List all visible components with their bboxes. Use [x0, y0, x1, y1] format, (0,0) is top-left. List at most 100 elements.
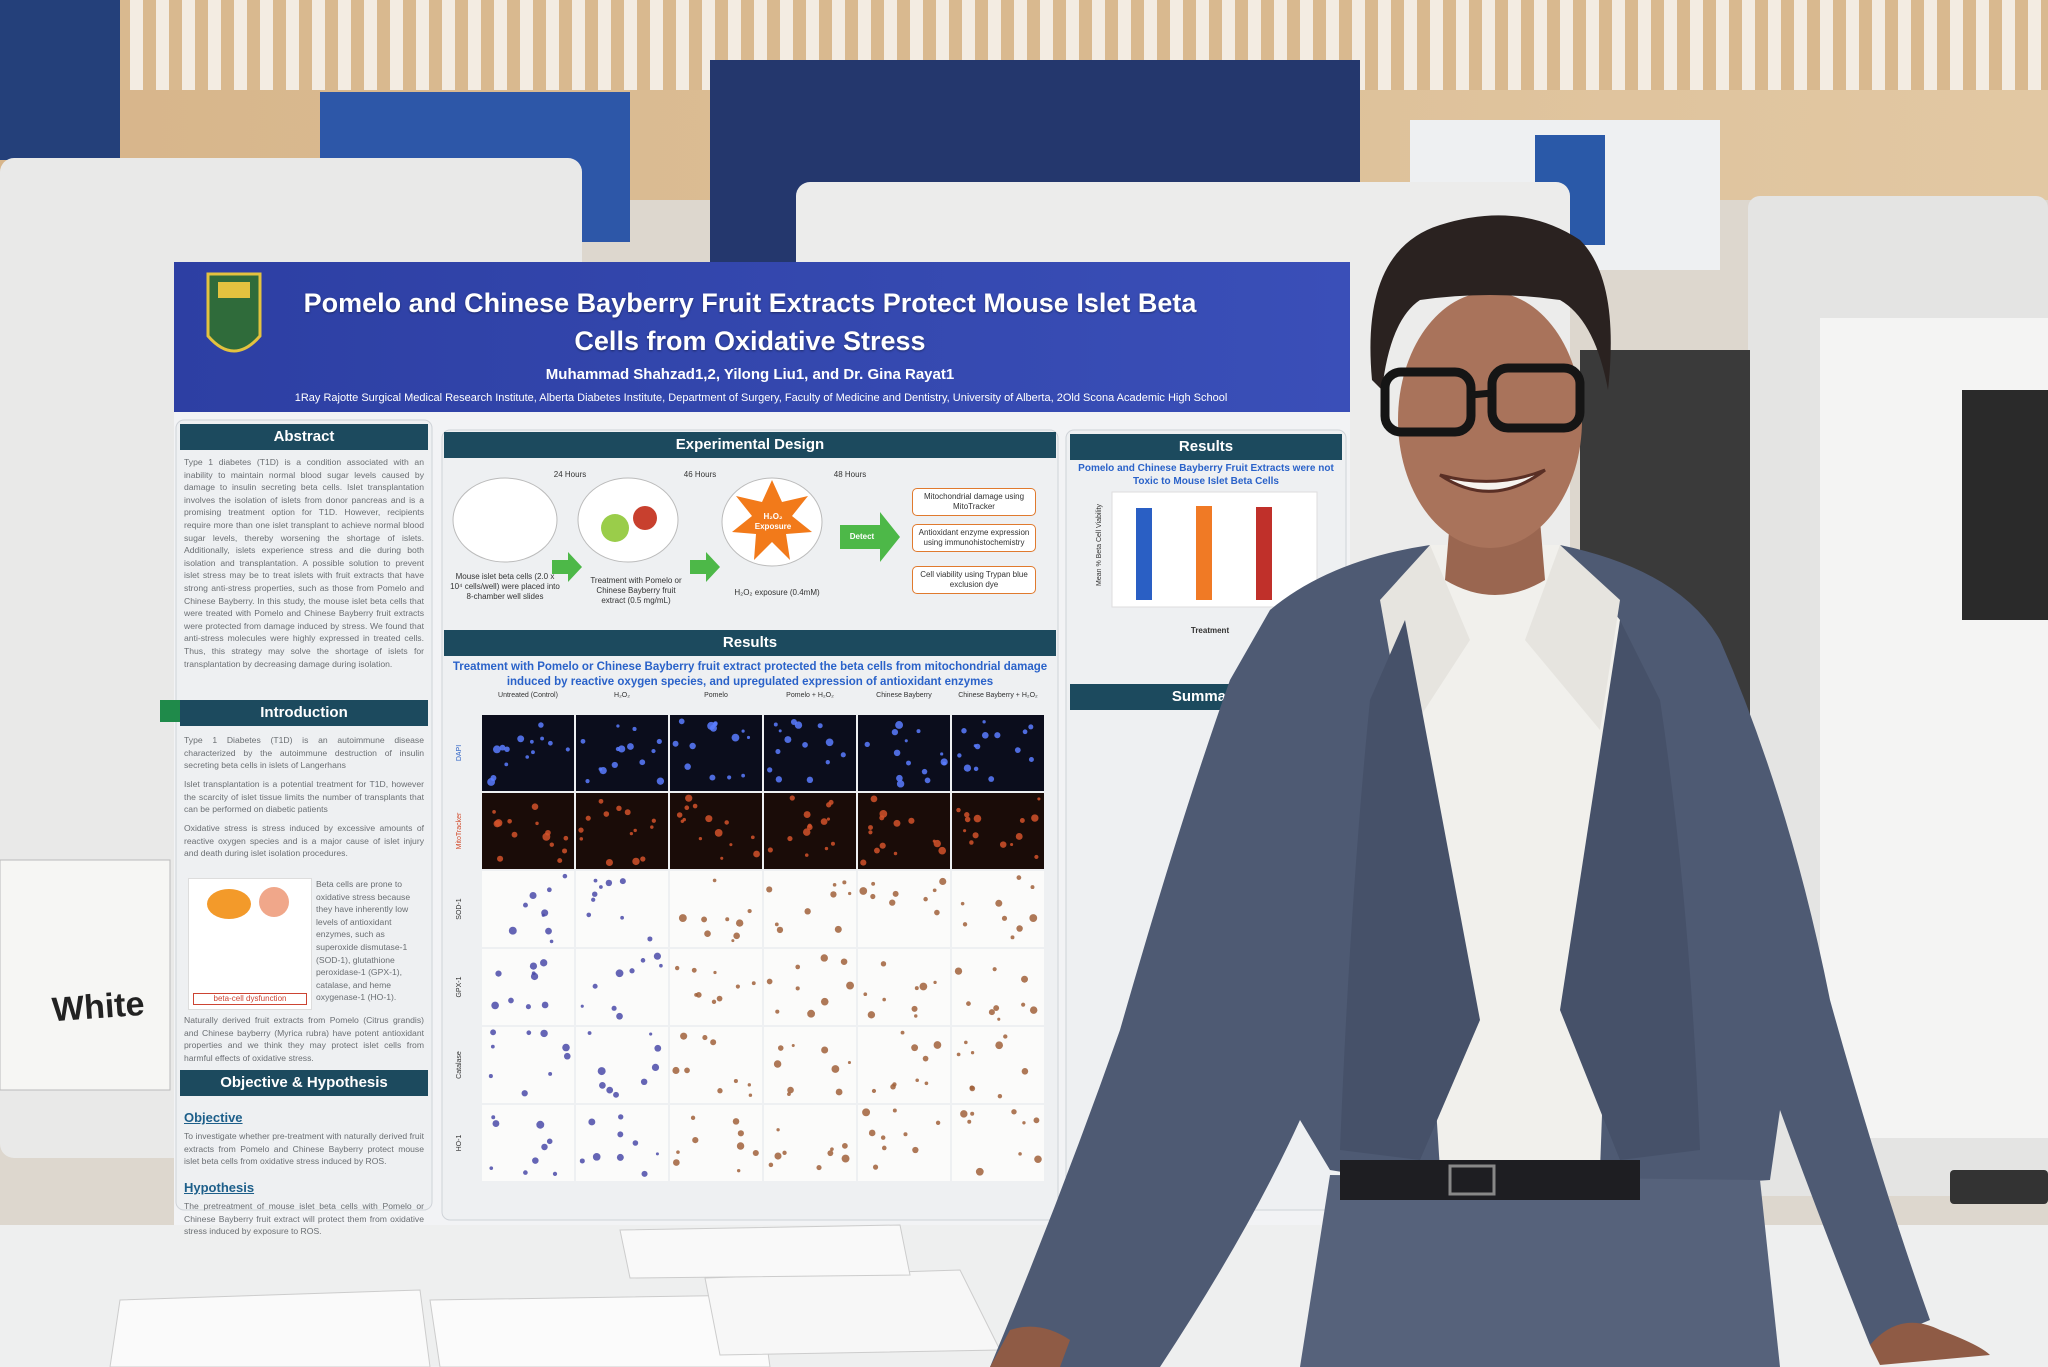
cell-stain: [546, 887, 552, 893]
cell-stain: [529, 891, 537, 900]
cell-stain: [611, 1005, 617, 1011]
cell-stain: [493, 745, 501, 754]
cell-stain: [672, 1066, 680, 1074]
cell-stain: [563, 835, 569, 841]
micrograph: [764, 1105, 856, 1181]
micrograph: [482, 871, 574, 947]
cell-stain: [972, 832, 979, 839]
micrograph: [952, 1027, 1044, 1103]
cell-stain: [804, 908, 811, 915]
cell-stain: [969, 1085, 976, 1092]
poster-title: Pomelo and Chinese Bayberry Fruit Extrac…: [303, 288, 1197, 356]
cell-stain: [1028, 757, 1034, 763]
cell-stain: [847, 1060, 851, 1065]
cell-stain: [659, 963, 663, 968]
cell-stain: [825, 738, 834, 747]
lapel: [1560, 620, 1700, 1160]
cell-stain: [773, 1060, 782, 1068]
cell-stain: [803, 811, 811, 819]
blue-curtain: [0, 0, 120, 160]
chart-title: Pomelo and Chinese Bayberry Fruit Extrac…: [1078, 463, 1334, 487]
cell-stain: [921, 768, 928, 775]
cell-stain: [562, 873, 568, 879]
cell-stain: [632, 1140, 639, 1146]
poster-column: [175, 419, 433, 1211]
cell-stain: [893, 851, 898, 856]
cell-stain: [552, 1171, 558, 1177]
cell-stain: [1029, 914, 1038, 922]
cell-stain: [830, 891, 837, 898]
cell-stain: [678, 718, 685, 725]
cell-stain: [911, 1044, 919, 1052]
cell-stain: [694, 993, 698, 997]
cell-stain: [1034, 854, 1039, 860]
hand: [1870, 1322, 1990, 1365]
cell-stain: [862, 1108, 871, 1117]
cell-stain: [896, 780, 905, 788]
fruit-icon: [577, 477, 679, 563]
cell-stain: [579, 1158, 585, 1164]
section-heading: Results: [1070, 434, 1342, 460]
cell-stain: [973, 766, 979, 772]
micrograph: [858, 715, 950, 791]
section-heading: Introduction: [180, 700, 428, 726]
cell-stain: [616, 1012, 623, 1020]
cell-stain: [632, 726, 637, 732]
cell-stain: [497, 855, 504, 862]
cell-stain: [1016, 925, 1023, 932]
cell-stain: [599, 1082, 606, 1089]
cell-stain: [591, 897, 596, 902]
cell-stain: [1016, 875, 1022, 880]
abstract-text: Type 1 diabetes (T1D) is a condition ass…: [184, 457, 424, 669]
section-heading: Abstract: [180, 424, 428, 450]
cell-stain: [633, 828, 637, 833]
collar: [1525, 545, 1620, 730]
cell-stain: [938, 846, 947, 855]
cell-stain: [842, 880, 847, 885]
cell-stain: [1034, 1155, 1042, 1164]
arrow: [690, 552, 720, 582]
cell-stain: [870, 893, 876, 900]
cell-stain: [932, 888, 937, 893]
cell-stain: [647, 936, 653, 942]
cell-stain: [903, 1132, 908, 1137]
section-heading: Results: [444, 630, 1056, 656]
cell-stain: [879, 810, 888, 818]
cell-stain: [540, 736, 545, 741]
column-label: Pomelo: [704, 692, 728, 699]
cell-stain: [689, 742, 696, 750]
bar-illustration: [1256, 507, 1272, 600]
intro-text: Islet transplantation is a potential tre…: [184, 779, 424, 815]
bar-illustration: [1136, 508, 1152, 600]
section-heading: Experimental Design: [444, 432, 1056, 458]
sub-heading: Hypothesis: [184, 1180, 255, 1195]
cell-stain: [773, 722, 778, 727]
cell-stain: [900, 1030, 905, 1035]
micrograph: [576, 949, 668, 1025]
cell-stain: [960, 901, 965, 906]
micrograph: [576, 1027, 668, 1103]
cell-stain: [491, 1115, 496, 1120]
cell-stain: [680, 1032, 688, 1040]
cell-stain: [545, 927, 552, 935]
cell-stain: [732, 1118, 740, 1125]
micrograph: [764, 871, 856, 947]
poster-header: [174, 262, 1350, 412]
cell-stain: [640, 958, 646, 963]
cell-stain: [911, 1005, 918, 1012]
cell-stain: [957, 753, 962, 758]
micrograph: [670, 871, 762, 947]
cell-stain: [816, 1165, 822, 1171]
cell-stain: [592, 891, 598, 897]
cell-stain: [653, 952, 661, 960]
cell-stain: [973, 814, 982, 823]
cell-stain: [768, 1162, 774, 1168]
cell-stain: [802, 742, 808, 748]
figure-label: beta-cell dysfunction: [193, 993, 307, 1005]
cell-stain: [713, 970, 717, 975]
cell-stain: [914, 986, 919, 991]
cell-stain: [741, 729, 745, 733]
cell-stain: [615, 969, 624, 978]
cell-stain: [546, 1138, 553, 1145]
cell-stain: [804, 853, 809, 857]
